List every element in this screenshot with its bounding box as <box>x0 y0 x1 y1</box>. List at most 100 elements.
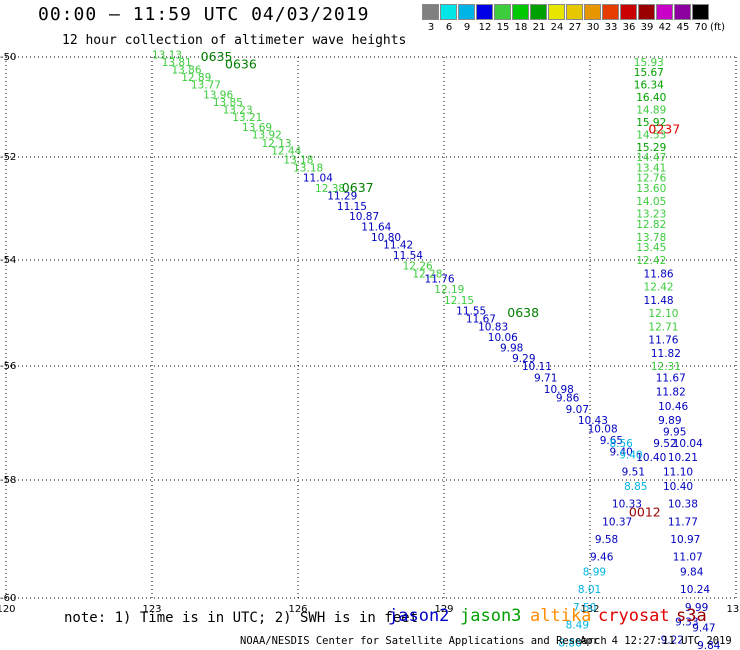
pass-number-label: 0636 <box>225 57 257 72</box>
wave-height-label: 14.89 <box>636 105 666 117</box>
legend-swatch <box>566 4 583 20</box>
wave-height-label: 10.83 <box>478 321 508 333</box>
legend-label: 27 <box>568 22 582 33</box>
wave-height-label: 11.82 <box>656 387 686 399</box>
wave-height-label: 10.11 <box>522 361 552 373</box>
wave-height-label: 11.42 <box>383 240 413 252</box>
wave-height-label: 8.49 <box>566 620 589 632</box>
wave-height-label: 13.81 <box>162 57 192 69</box>
wave-height-label: 12.13 <box>262 138 292 150</box>
wave-height-label: 9.29 <box>512 353 535 365</box>
legend-swatch <box>674 4 691 20</box>
wave-height-label: 12.19 <box>434 284 464 296</box>
legend-cryosat: cryosat <box>598 606 670 626</box>
wave-height-label: 13.77 <box>191 80 221 92</box>
wave-height-label: 10.46 <box>658 401 688 413</box>
map-grid <box>5 56 737 599</box>
wave-height-label: 9.89 <box>658 415 681 427</box>
legend-swatch <box>512 4 529 20</box>
wave-height-label: 11.64 <box>361 222 391 234</box>
legend-swatch <box>476 4 493 20</box>
wave-height-label: 7.50 <box>573 602 596 614</box>
legend-s3a: s3a <box>676 606 707 626</box>
wave-height-label: 11.04 <box>303 173 333 185</box>
y-tick-label: -50 <box>0 52 16 63</box>
wave-height-label: 8.99 <box>583 566 606 578</box>
wave-height-label: 9.40 <box>609 447 632 459</box>
legend-label: 21 <box>532 22 546 33</box>
pass-number-label: 0638 <box>507 305 539 320</box>
wave-height-label: 10.37 <box>602 516 632 528</box>
wave-height-label: 10.21 <box>668 452 698 464</box>
wave-height-label: 15.67 <box>634 67 664 79</box>
wave-height-label: 11.76 <box>425 274 455 286</box>
legend-swatch <box>458 4 475 20</box>
pass-number-label: 0637 <box>342 180 374 195</box>
color-legend <box>422 4 710 20</box>
legend-label: 33 <box>604 22 618 33</box>
wave-height-label: 11.55 <box>456 305 486 317</box>
wave-height-label: 9.07 <box>566 404 589 416</box>
legend-label: 42 <box>658 22 672 33</box>
x-tick-label: 132 <box>580 604 599 615</box>
wave-height-label: 9.71 <box>534 372 557 384</box>
legend-swatch <box>692 4 709 20</box>
wave-height-label: 11.76 <box>648 335 678 347</box>
wave-height-label: 13.78 <box>636 232 666 244</box>
legend-label: 70 <box>694 22 708 33</box>
wave-height-label: 15.92 <box>636 117 666 129</box>
wave-height-label: 12.28 <box>412 268 442 280</box>
wave-height-label: 13.85 <box>213 97 243 109</box>
wave-height-label: 10.04 <box>673 438 703 450</box>
legend-jason2: jason2 <box>388 606 450 626</box>
wave-height-label: 13.45 <box>636 242 666 254</box>
wave-height-label: 13.86 <box>171 65 201 77</box>
legend-swatch <box>602 4 619 20</box>
wave-height-label: 12.38 <box>315 183 345 195</box>
wave-height-label: 9.95 <box>663 427 686 439</box>
wave-height-label: 11.77 <box>668 516 698 528</box>
x-tick-label: 129 <box>434 604 453 615</box>
wave-height-label: 12.71 <box>648 321 678 333</box>
wave-height-label: 10.40 <box>636 452 666 464</box>
x-tick-label: 135 <box>726 604 740 615</box>
page-title: 00:00 — 11:59 UTC 04/03/2019 <box>38 4 370 25</box>
wave-height-label: 13.96 <box>203 90 233 102</box>
legend-label: 39 <box>640 22 654 33</box>
page-subtitle: 12 hour collection of altimeter wave hei… <box>62 33 407 48</box>
legend-swatch <box>584 4 601 20</box>
wave-height-label: 11.54 <box>393 250 423 262</box>
wave-height-label: 9.46 <box>590 552 614 564</box>
wave-height-label: 11.67 <box>656 372 686 384</box>
wave-height-label: 10.97 <box>670 534 700 546</box>
color-legend-labels: 3 6 9 12 15 18 21 24 27 30 33 36 39 42 45 70 <box>422 22 710 33</box>
wave-height-label: 9.84 <box>680 566 704 578</box>
wave-height-label: 15.93 <box>634 57 664 69</box>
y-tick-label: -54 <box>0 255 16 266</box>
wave-height-label: 9.84 <box>697 640 721 650</box>
wave-height-label: 16.34 <box>634 80 664 92</box>
x-tick-label: 120 <box>0 604 16 615</box>
wave-height-label: 12.44 <box>271 146 301 158</box>
wave-height-label: 11.15 <box>337 201 367 213</box>
pass-number-label: 0635 <box>201 49 233 64</box>
wave-height-label: 10.33 <box>612 499 642 511</box>
wave-height-label: 12.76 <box>636 173 666 185</box>
legend-label: 15 <box>496 22 510 33</box>
wave-height-label: 13.21 <box>232 112 262 124</box>
wave-height-label: 11.29 <box>327 191 357 203</box>
y-tick-label: -58 <box>0 475 16 486</box>
wave-height-label: 11.86 <box>644 268 674 280</box>
wave-height-label: 13.69 <box>242 122 272 134</box>
wave-height-label: 9.65 <box>600 435 623 447</box>
wave-height-label: 12.31 <box>651 361 681 373</box>
wave-height-label: 13.13 <box>152 50 182 62</box>
wave-height-label: 12.10 <box>648 308 678 320</box>
legend-swatch <box>440 4 457 20</box>
legend-label: 45 <box>676 22 690 33</box>
wave-height-label: 12.82 <box>636 219 666 231</box>
wave-height-label: 9.58 <box>595 534 618 546</box>
wave-height-label: 9.22 <box>661 634 684 646</box>
